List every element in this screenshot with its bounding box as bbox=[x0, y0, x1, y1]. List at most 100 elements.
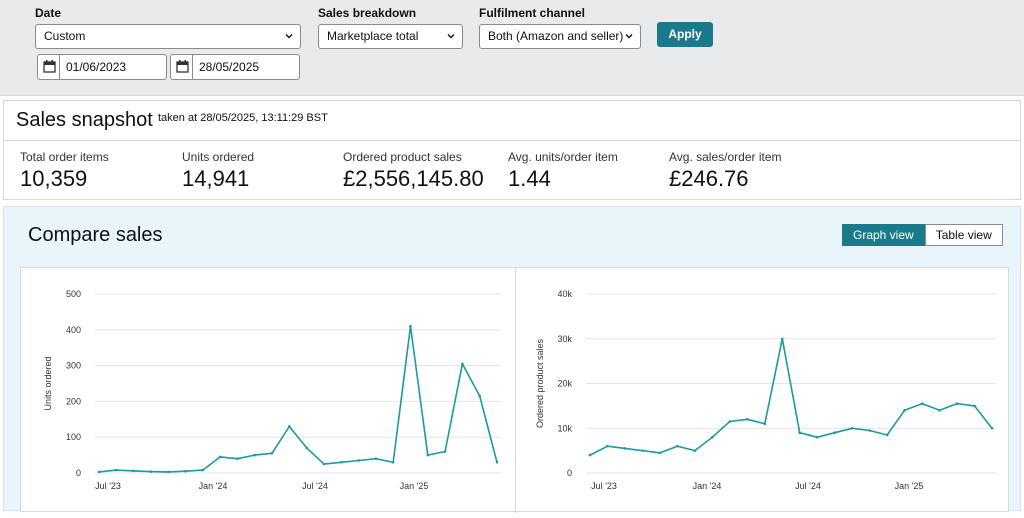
data-point bbox=[850, 426, 854, 430]
compare-sales-title: Compare sales bbox=[28, 224, 163, 246]
ordered-product-sales-chart-panel: 0 10k 20k 30k 40k Jul '23 Jan '24 Jul '24 Jan '2… bbox=[515, 268, 1009, 513]
data-point bbox=[495, 460, 499, 464]
apply-button[interactable]: Apply bbox=[657, 22, 713, 47]
data-point bbox=[815, 435, 819, 439]
date-to-input[interactable]: 28/05/2025 bbox=[170, 54, 300, 80]
date-label: Date bbox=[35, 6, 62, 20]
data-point bbox=[132, 469, 135, 473]
ordered-product-sales-chart: 0 10k 20k 30k 40k Jul '23 Jan '24 Jul '24 Jan '2… bbox=[535, 289, 996, 491]
date-from-value: 01/06/2023 bbox=[66, 60, 127, 74]
fulfilment-channel-select[interactable]: Both (Amazon and seller) bbox=[479, 24, 641, 49]
sales-breakdown-value: Marketplace total bbox=[327, 29, 419, 43]
y-tick-label: 30k bbox=[557, 334, 572, 344]
data-point bbox=[288, 425, 291, 428]
x-tick-label: Jul '24 bbox=[302, 481, 328, 491]
data-point bbox=[885, 433, 889, 437]
x-tick-label: Jul '24 bbox=[795, 481, 821, 491]
data-point bbox=[641, 449, 644, 452]
data-point bbox=[833, 431, 836, 435]
data-point bbox=[903, 409, 906, 412]
data-point bbox=[868, 429, 871, 432]
data-point bbox=[990, 426, 994, 430]
data-point bbox=[973, 404, 976, 408]
y-axis-label: Ordered product sales bbox=[535, 338, 545, 428]
data-point bbox=[658, 451, 662, 455]
series-line bbox=[98, 325, 498, 473]
data-point bbox=[166, 470, 170, 474]
y-tick-label: 100 bbox=[66, 432, 81, 442]
x-tick-label: Jan '24 bbox=[693, 481, 722, 491]
y-tick-label: 500 bbox=[66, 289, 81, 299]
x-tick-label: Jan '24 bbox=[199, 481, 228, 491]
x-tick-label: Jan '25 bbox=[895, 481, 924, 491]
data-point bbox=[746, 418, 749, 421]
compare-sales-panel: Compare sales Graph view Table view 0 100… bbox=[3, 206, 1021, 513]
data-point bbox=[270, 452, 274, 455]
calendar-icon[interactable] bbox=[171, 55, 193, 79]
data-point bbox=[115, 468, 118, 472]
y-tick-label: 10k bbox=[557, 423, 572, 433]
x-tick-label: Jan '25 bbox=[400, 481, 429, 491]
data-point bbox=[253, 453, 257, 457]
date-select-value: Custom bbox=[44, 29, 86, 43]
units-ordered-chart: 0 100 200 300 400 500 Jul '23 Jan '24 Jul '24 Jan… bbox=[43, 289, 501, 491]
data-point bbox=[606, 444, 609, 448]
date-from-input[interactable]: 01/06/2023 bbox=[37, 54, 167, 80]
x-tick-label: Jul '23 bbox=[95, 481, 121, 491]
data-point bbox=[374, 457, 378, 460]
metric-value: 14,941 bbox=[182, 166, 250, 191]
date-select[interactable]: Custom bbox=[35, 24, 301, 49]
data-point bbox=[184, 469, 187, 473]
sales-breakdown-label: Sales breakdown bbox=[318, 6, 417, 20]
data-point bbox=[478, 394, 481, 398]
metric-value: £2,556,145.80 bbox=[343, 166, 484, 191]
data-point bbox=[322, 462, 326, 466]
metric-label: Avg. units/order item bbox=[508, 150, 618, 164]
metric-units-ordered: Units ordered 14,941 bbox=[182, 150, 254, 192]
divider bbox=[4, 140, 1020, 141]
data-point bbox=[236, 457, 239, 460]
sales-snapshot-panel: Sales snapshot taken at 28/05/2025, 13:1… bbox=[3, 100, 1021, 200]
snapshot-timestamp: taken at 28/05/2025, 13:11:29 BST bbox=[158, 112, 328, 124]
calendar-icon[interactable] bbox=[38, 55, 60, 79]
data-point bbox=[728, 420, 732, 423]
metric-label: Total order items bbox=[20, 150, 109, 164]
data-point bbox=[763, 422, 767, 426]
metric-label: Units ordered bbox=[182, 150, 255, 164]
data-point bbox=[461, 362, 464, 366]
y-tick-label: 0 bbox=[76, 468, 81, 478]
units-ordered-chart-panel: 0 100 200 300 400 500 Jul '23 Jan '24 Jul '24 Jan… bbox=[21, 268, 515, 513]
data-point bbox=[218, 455, 222, 459]
data-point bbox=[676, 444, 679, 448]
data-point bbox=[443, 450, 447, 453]
data-point bbox=[780, 337, 784, 341]
data-point bbox=[357, 459, 360, 462]
data-point bbox=[97, 470, 101, 474]
y-tick-label: 20k bbox=[557, 379, 572, 389]
metric-avg-sales-per-order-item: Avg. sales/order item £246.76 bbox=[669, 150, 782, 192]
metric-value: 1.44 bbox=[508, 166, 551, 191]
metric-value: £246.76 bbox=[669, 166, 749, 191]
metric-total-order-items: Total order items 10,359 bbox=[20, 150, 109, 192]
date-to-value: 28/05/2025 bbox=[199, 60, 260, 74]
graph-view-button[interactable]: Graph view bbox=[842, 224, 925, 246]
data-point bbox=[391, 460, 395, 464]
fulfilment-channel-label: Fulfilment channel bbox=[479, 6, 586, 20]
metric-avg-units-per-order-item: Avg. units/order item 1.44 bbox=[508, 150, 618, 192]
y-tick-label: 200 bbox=[66, 396, 81, 406]
data-point bbox=[711, 435, 714, 439]
data-point bbox=[305, 446, 308, 450]
table-view-button[interactable]: Table view bbox=[924, 224, 1003, 246]
y-tick-label: 40k bbox=[557, 289, 572, 299]
metric-label: Avg. sales/order item bbox=[669, 150, 782, 164]
chevron-down-icon bbox=[285, 34, 293, 39]
sales-breakdown-select[interactable]: Marketplace total bbox=[318, 24, 463, 49]
data-point bbox=[623, 447, 627, 450]
y-tick-label: 400 bbox=[66, 325, 81, 335]
data-point bbox=[798, 431, 802, 435]
filter-bar: Date Custom 01/06/2023 28/05/2025 Sales … bbox=[0, 0, 1024, 96]
metric-label: Ordered product sales bbox=[343, 150, 462, 164]
fulfilment-channel-value: Both (Amazon and seller) bbox=[488, 29, 624, 43]
data-point bbox=[201, 468, 205, 472]
x-tick-label: Jul '23 bbox=[591, 481, 617, 491]
